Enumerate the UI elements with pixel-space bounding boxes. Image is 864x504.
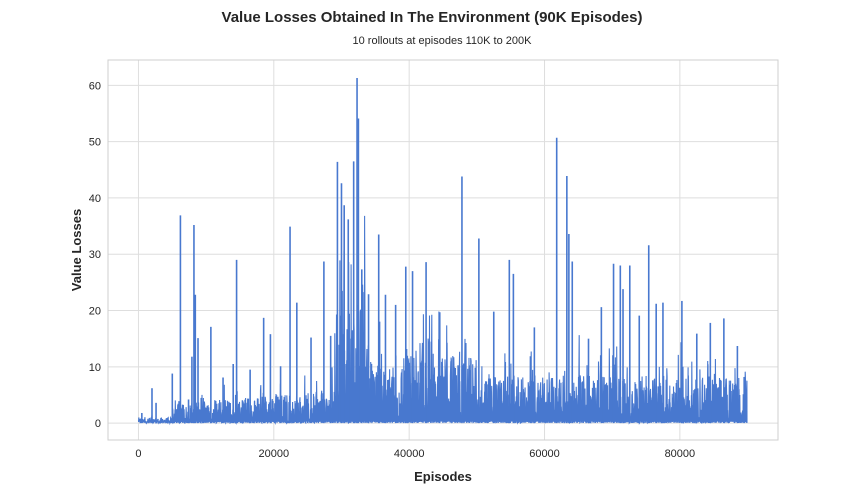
x-tick-label: 40000 [394,448,425,460]
y-tick-label: 10 [89,362,101,374]
tick-layer: 0 20000 40000 60000 80000 0 10 20 30 40 50 60 [89,80,695,460]
x-tick-label: 60000 [529,448,560,460]
plot-frame [107,59,779,441]
y-tick-label: 60 [89,80,101,92]
x-tick-label: 20000 [259,448,290,460]
series-layer [137,78,748,426]
grid-layer [108,60,778,440]
value-loss-series-line [137,215,748,426]
chart-subtitle: 10 rollouts at episodes 110K to 200K [353,35,533,47]
x-tick-label: 80000 [665,448,696,460]
y-tick-label: 30 [89,249,101,261]
y-tick-label: 20 [89,306,101,318]
y-tick-label: 50 [89,137,101,149]
y-axis-label: Value Losses [69,209,84,291]
y-tick-label: 40 [89,193,101,205]
y-tick-label: 0 [95,418,101,430]
x-axis-label: Episodes [414,469,472,484]
chart-title: Value Losses Obtained In The Environment… [222,9,643,26]
x-tick-label: 0 [135,448,141,460]
